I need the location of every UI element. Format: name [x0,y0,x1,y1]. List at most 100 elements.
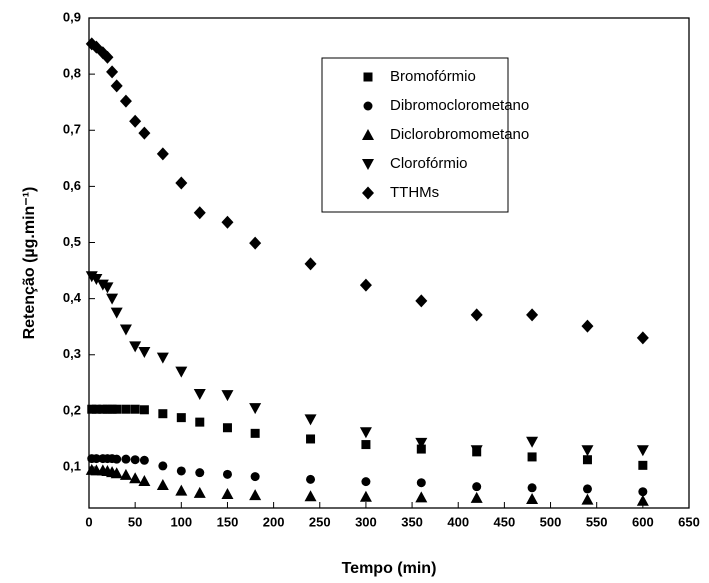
data-point [470,491,483,503]
data-point [96,279,109,291]
data-point [527,483,537,493]
data-point [249,236,262,250]
data-point [156,478,169,490]
legend-marker [363,72,373,82]
legend-label: Clorofórmio [390,155,468,172]
data-point [110,307,123,319]
data-point [638,487,648,497]
x-tick-label: 150 [217,514,239,529]
data-point [250,472,260,482]
data-point [156,352,169,364]
data-point [222,469,232,479]
data-point [359,490,372,502]
data-point [119,94,132,108]
data-point [175,366,188,378]
data-point [250,428,260,438]
data-point [110,467,123,479]
data-point [138,346,151,358]
data-point [415,437,428,449]
data-point [119,468,132,480]
data-point [98,404,108,414]
data-point [121,454,131,464]
data-point [139,405,149,415]
data-point [138,475,151,487]
x-tick-label: 0 [85,514,92,529]
data-point [581,445,594,457]
data-point [110,79,123,93]
legend-box [321,57,509,213]
data-point [415,491,428,503]
data-point [158,461,168,471]
data-point [87,404,97,414]
data-point [526,436,539,448]
data-point [636,494,649,506]
data-point [106,293,119,305]
x-tick-label: 50 [128,514,142,529]
legend-label: Bromofórmio [390,68,476,85]
data-point [638,460,648,470]
x-tick-label: 200 [263,514,285,529]
y-tick-label: 0,1 [63,458,81,473]
legend-marker [362,186,374,200]
x-tick-label: 650 [678,514,700,529]
data-point [91,404,101,414]
data-point [304,490,317,502]
data-point [102,404,112,414]
data-point [121,404,131,414]
legend-marker [362,159,374,170]
data-point [129,114,142,128]
x-tick-label: 300 [355,514,377,529]
data-point [472,482,482,492]
data-point [416,444,426,454]
data-point [175,176,188,190]
data-point [130,404,140,414]
legend-marker [362,129,374,140]
data-point [581,493,594,505]
data-point [91,454,101,464]
data-point [195,417,205,427]
y-tick-label: 0,2 [63,402,81,417]
legend-marker [363,101,373,111]
data-point [130,455,140,465]
data-point [527,452,537,462]
data-point [636,331,649,345]
legend-label: Dibromoclorometano [390,97,529,114]
x-tick-label: 450 [494,514,516,529]
y-tick-label: 0,7 [63,122,81,137]
data-point [221,487,234,499]
data-point [306,434,316,444]
x-tick-label: 350 [401,514,423,529]
data-point [361,477,371,487]
data-point [195,468,205,478]
data-point [581,319,594,333]
x-tick-label: 600 [632,514,654,529]
data-point [156,147,169,161]
x-axis-label: Tempo (min) [342,560,437,577]
data-point [129,472,142,484]
x-tick-label: 100 [170,514,192,529]
data-point [359,427,372,439]
data-point [138,126,151,140]
data-point [158,409,168,419]
data-point [415,294,428,308]
y-tick-label: 0,8 [63,66,81,81]
data-point [107,404,117,414]
data-point [221,215,234,229]
data-point [101,50,114,64]
data-point [582,455,592,465]
data-point [193,206,206,220]
data-point [85,271,98,283]
data-point [582,484,592,494]
data-point [175,484,188,496]
data-point [221,390,234,402]
y-tick-label: 0,3 [63,346,81,361]
data-point [90,273,103,285]
data-point [416,478,426,488]
data-point [176,413,186,423]
data-point [176,466,186,476]
data-point [119,324,132,336]
x-tick-label: 250 [309,514,331,529]
y-tick-label: 0,6 [63,178,81,193]
data-point [304,414,317,426]
